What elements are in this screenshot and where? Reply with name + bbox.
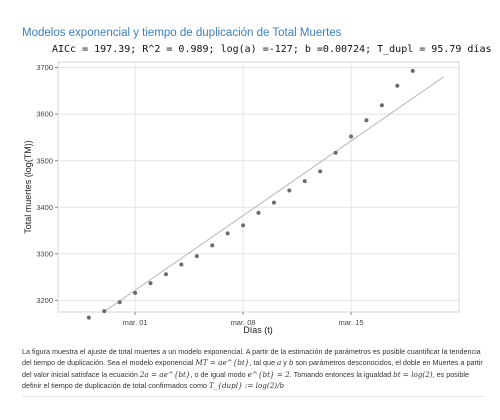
y-tick-label-1: 3300	[36, 249, 53, 258]
caption-text-4: son parámetros desconocidos, el doble en…	[22, 358, 483, 379]
y-tick-label-3: 3500	[36, 156, 53, 165]
data-point-13	[287, 188, 292, 193]
x-tick-label-0: mar. 01	[123, 318, 148, 327]
data-point-11	[256, 210, 261, 215]
y-tick-label-4: 3600	[36, 110, 53, 119]
caption-math-6: bt = log(2)	[393, 369, 433, 379]
caption-math-3: b	[288, 358, 294, 368]
caption-math-5: e^{bt} = 2	[247, 369, 290, 379]
caption-math-4: 2a = ae^{bt}	[139, 369, 191, 379]
data-points	[86, 68, 415, 320]
data-point-16	[333, 150, 338, 155]
data-point-5	[163, 272, 168, 277]
y-tick-labels: 3200 3300 3400 3500 3600 3700	[36, 63, 58, 305]
data-point-19	[379, 103, 384, 108]
data-point-6	[179, 262, 184, 267]
data-point-15	[318, 169, 323, 174]
caption-text-2: , tal que	[249, 358, 277, 368]
data-point-17	[349, 134, 354, 139]
data-point-10	[241, 223, 246, 228]
y-tick-label-2: 3400	[36, 203, 53, 212]
caption-text-3: y	[281, 358, 289, 368]
y-tick-label-5: 3700	[36, 63, 53, 72]
fit-line	[102, 76, 444, 312]
x-tick-label-1: mar. 08	[231, 318, 256, 327]
x-axis-label: Días (t)	[243, 325, 273, 335]
x-gridlines	[134, 62, 352, 312]
exponential-fit-chart: mar. 01 mar. 08 mar. 15 3200 3300 3400 3500 36…	[23, 61, 460, 335]
data-point-8	[210, 243, 215, 248]
caption-math-1: MT = ae^{bt}	[195, 358, 250, 368]
data-point-4	[148, 281, 153, 286]
caption-math-7: T_{dupl} := log(2)/b	[208, 381, 285, 391]
data-point-18	[364, 118, 369, 123]
page-title: Modelos exponencial y tiempo de duplicac…	[22, 27, 342, 39]
y-gridlines	[58, 67, 459, 301]
caption-text-1: La figura muestra el ajuste de total mue…	[22, 347, 481, 368]
fit-line-group	[102, 76, 444, 312]
data-point-7	[194, 254, 199, 259]
data-point-21	[410, 68, 415, 73]
data-point-12	[271, 200, 276, 205]
data-point-3	[133, 290, 138, 295]
caption-text-7: , es posible definir el tiempo de duplic…	[22, 369, 469, 391]
data-point-2	[117, 300, 122, 305]
figure-caption: La figura muestra el ajuste de total mue…	[22, 346, 484, 392]
data-point-14	[302, 179, 307, 184]
x-tick-label-2: mar. 15	[339, 318, 364, 327]
data-point-1	[102, 309, 107, 314]
plot-frame	[57, 61, 460, 313]
y-tick-label-0: 3200	[36, 296, 53, 305]
y-axis-label: Total muertes (log(TM))	[23, 140, 33, 234]
caption-math-2: a	[276, 358, 282, 368]
section-divider	[22, 396, 484, 397]
data-point-9	[225, 231, 230, 236]
caption-text-5: , o de igual modo	[190, 369, 248, 379]
model-stats: AICc = 197.39; R^2 = 0.989; log(a) =-127…	[52, 44, 492, 55]
x-tick-labels: mar. 01 mar. 08 mar. 15	[123, 312, 364, 327]
caption-text-6: . Tomando entonces la igualdad	[289, 369, 394, 379]
data-point-0	[86, 315, 91, 320]
data-point-20	[395, 83, 400, 88]
